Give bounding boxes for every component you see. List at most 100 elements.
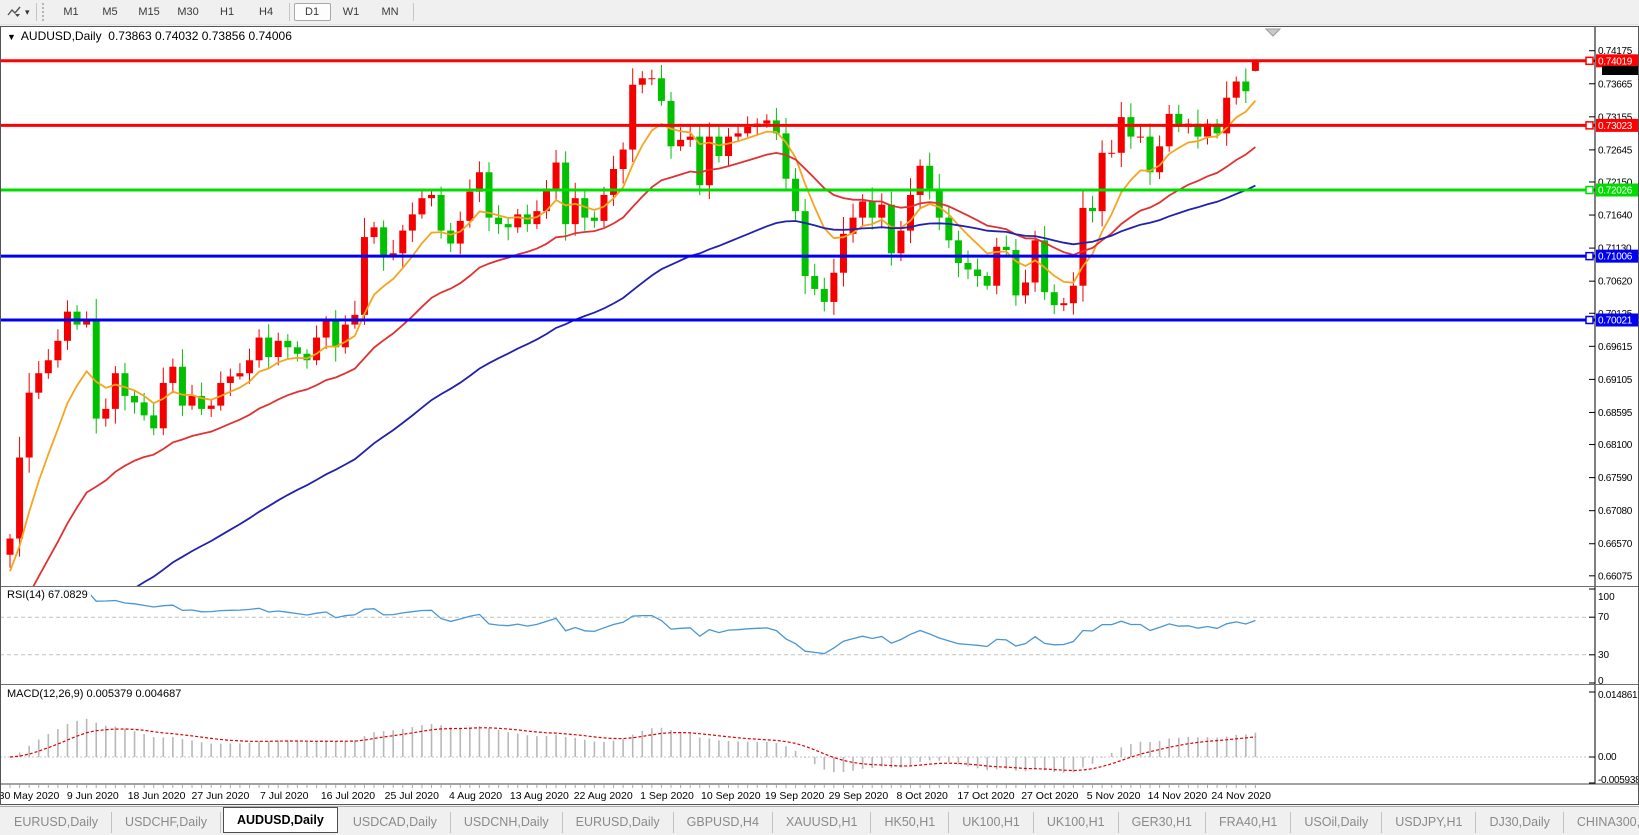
timeframe-button-h1[interactable]: H1 — [220, 6, 235, 18]
date-tick-label: 8 Oct 2020 — [897, 790, 949, 802]
macd-value: 0.005379 — [86, 688, 133, 700]
rsi-panel: 100 70 30 0 — [0, 588, 1615, 687]
line-anchor-handle — [1585, 315, 1594, 325]
timeframe-button-m1[interactable]: M1 — [63, 6, 79, 18]
ohlc-high: 0.74032 — [155, 29, 199, 43]
level-price-badge: 0.74019 — [1598, 56, 1633, 67]
candlestick-chart-icon[interactable] — [4, 3, 24, 21]
resistance-line[interactable] — [0, 121, 1595, 130]
macd-signal-value: 0.004687 — [135, 688, 182, 700]
rsi-line — [29, 589, 1256, 655]
bid-price-badge — [1602, 66, 1639, 75]
date-axis[interactable]: 30 May 2020 9 Jun 2020 18 Jun 2020 27 Jun 2… — [0, 785, 1271, 802]
level-price-badge: 0.73023 — [1598, 121, 1633, 132]
macd-indicator-label: MACD(12,26,9) 0.005379 0.004687 — [4, 688, 185, 700]
timeframe-button-h4[interactable]: H4 — [259, 6, 274, 18]
rsi-axis-label: 100 — [1598, 592, 1615, 603]
tab-uk100-h1[interactable]: UK100,H1 — [949, 812, 1034, 833]
price-tick-label: 0.72645 — [1598, 145, 1633, 156]
date-tick-label: 10 Sep 2020 — [701, 790, 761, 802]
collapse-arrow-icon[interactable]: ▼ — [7, 32, 16, 42]
macd-axis-label: 0.00 — [1598, 752, 1617, 763]
price-tick-label: 0.68595 — [1598, 408, 1633, 419]
price-tick-label: 0.66075 — [1598, 571, 1633, 582]
rsi-axis-label: 30 — [1598, 650, 1610, 661]
timeframe-toolbar: ▾ M1 M5 M15 M30 H1 H4 D1 W1 MN — [0, 0, 1639, 25]
tab-usoil-daily[interactable]: USOil,Daily — [1291, 812, 1383, 833]
price-axis[interactable]: 0.74175 0.73665 0.73155 0.72645 0.72150 0.716… — [1589, 26, 1639, 784]
tab-usdcnh-daily[interactable]: USDCNH,Daily — [451, 812, 563, 833]
date-tick-label: 4 Aug 2020 — [449, 790, 502, 802]
support-line[interactable] — [0, 315, 1595, 325]
line-anchor-handle — [1585, 56, 1594, 66]
chart-type-dropdown-caret[interactable]: ▾ — [25, 6, 30, 17]
medium-ma-line — [32, 146, 1256, 586]
rsi-indicator-label: RSI(14) 67.0829 — [4, 589, 91, 601]
tab-uk100-h1[interactable]: UK100,H1 — [1034, 812, 1119, 833]
macd-axis-label: -0.005938 — [1598, 775, 1639, 786]
date-tick-label: 19 Sep 2020 — [765, 790, 825, 802]
price-tick-label: 0.67590 — [1598, 473, 1633, 484]
date-tick-label: 24 Nov 2020 — [1211, 790, 1271, 802]
tab-audusd-daily[interactable]: AUDUSD,Daily — [223, 807, 338, 833]
level-price-badge: 0.72026 — [1598, 186, 1633, 197]
rsi-value: 67.0829 — [47, 589, 88, 601]
tab-ger30-h1[interactable]: GER30,H1 — [1119, 812, 1207, 833]
chart-shift-marker[interactable] — [1264, 28, 1282, 37]
timeframe-button-m15[interactable]: M15 — [138, 6, 160, 18]
date-tick-label: 14 Nov 2020 — [1148, 790, 1208, 802]
timeframe-button-m30[interactable]: M30 — [177, 6, 199, 18]
date-tick-label: 9 Jun 2020 — [67, 790, 119, 802]
price-tick-label: 0.71640 — [1598, 211, 1633, 222]
rsi-axis-label: 0 — [1598, 676, 1604, 687]
toolbar-separator — [412, 3, 414, 21]
tab-usdjpy-h1[interactable]: USDJPY,H1 — [1382, 812, 1477, 833]
tab-dj30-daily[interactable]: DJ30,Daily — [1476, 812, 1564, 833]
tab-fra40-h1[interactable]: FRA40,H1 — [1206, 812, 1292, 833]
tab-hk50-h1[interactable]: HK50,H1 — [871, 812, 950, 833]
price-tick-label: 0.72150 — [1598, 177, 1633, 188]
tab-china300-h1[interactable]: CHINA300,H1 — [1564, 812, 1639, 833]
toolbar-separator — [35, 3, 37, 21]
macd-axis-label: 0.014861 — [1598, 690, 1638, 701]
tab-eurusd-daily[interactable]: EURUSD,Daily — [563, 812, 674, 833]
chart-symbol-period: AUDUSD,Daily — [20, 29, 102, 43]
tab-usdchf-daily[interactable]: USDCHF,Daily — [112, 812, 221, 833]
timeframe-button-mn[interactable]: MN — [381, 6, 399, 18]
date-tick-label: 1 Sep 2020 — [640, 790, 694, 802]
chart-title: ▼ AUDUSD,Daily 0.73863 0.74032 0.73856 0.… — [7, 29, 292, 43]
ohlc-open: 0.73863 — [108, 29, 152, 43]
ohlc-close: 0.74006 — [248, 29, 292, 43]
price-tick-label: 0.68100 — [1598, 440, 1633, 451]
resistance-line[interactable] — [0, 56, 1595, 66]
pivot-line[interactable] — [0, 185, 1595, 195]
timeframe-button-w1[interactable]: W1 — [342, 6, 360, 18]
support-line[interactable] — [0, 251, 1595, 261]
date-tick-label: 27 Jun 2020 — [191, 790, 249, 802]
macd-signal-line — [9, 727, 1256, 772]
price-tick-label: 0.67080 — [1598, 506, 1633, 517]
toolbar-gripper[interactable] — [41, 3, 48, 21]
price-tick-label: 0.69615 — [1598, 342, 1633, 353]
level-price-badge: 0.70021 — [1598, 316, 1633, 327]
timeframe-button-d1[interactable]: D1 — [293, 3, 331, 21]
date-tick-label: 27 Oct 2020 — [1021, 790, 1078, 802]
macd-panel: 0.014861 0.00 -0.005938 — [0, 690, 1639, 786]
price-tick-label: 0.69105 — [1598, 375, 1633, 386]
tab-eurusd-daily[interactable]: EURUSD,Daily — [0, 812, 113, 833]
candlestick-series — [6, 59, 1259, 568]
tab-xauusd-h1[interactable]: XAUUSD,H1 — [773, 812, 872, 833]
tab-gbpusd-h4[interactable]: GBPUSD,H4 — [674, 812, 773, 833]
date-tick-label: 7 Jul 2020 — [260, 790, 309, 802]
slow-ma-line — [136, 184, 1256, 586]
tab-usdcad-daily[interactable]: USDCAD,Daily — [340, 812, 451, 833]
price-tick-label: 0.73155 — [1598, 112, 1633, 123]
date-tick-label: 18 Jun 2020 — [128, 790, 186, 802]
timeframe-button-m5[interactable]: M5 — [102, 6, 118, 18]
price-tick-label: 0.71130 — [1598, 244, 1632, 255]
fast-ma-line — [9, 100, 1257, 572]
ohlc-low: 0.73856 — [201, 29, 246, 43]
moving-average-lines — [9, 100, 1257, 586]
